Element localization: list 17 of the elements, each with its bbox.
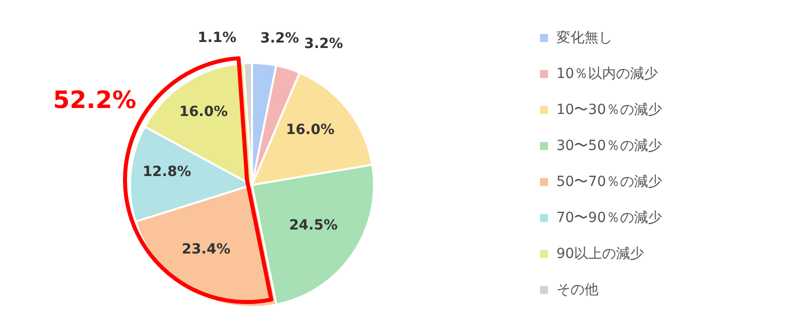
data-label: 3.2%: [304, 36, 344, 52]
legend-label: 50〜70％の減少: [556, 173, 662, 191]
data-label: 3.2%: [260, 30, 300, 47]
data-label: 16.0%: [179, 104, 228, 120]
data-label: 1.1%: [198, 30, 236, 46]
legend-label: 10％以内の減少: [556, 65, 658, 83]
legend-label: 10〜30％の減少: [556, 101, 662, 119]
legend-label: 70〜90％の減少: [556, 209, 662, 227]
data-label: 23.4%: [182, 241, 230, 258]
data-label: 12.8%: [142, 164, 192, 180]
text: 52.2%: [53, 86, 136, 114]
data-label: 16.0%: [286, 122, 335, 138]
legend-label: 変化無し: [556, 29, 612, 47]
legend-label: その他: [556, 281, 598, 299]
data-label: 24.5%: [289, 218, 338, 234]
legend-label: 30〜50％の減少: [556, 137, 662, 155]
legend-label: 90以上の減少: [556, 245, 644, 263]
